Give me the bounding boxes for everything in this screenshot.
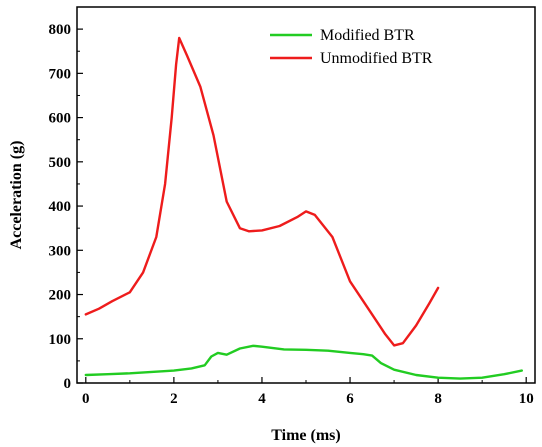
x-axis-title: Time (ms) [271, 427, 340, 444]
legend: Modified BTR Unmodified BTR [270, 27, 433, 67]
x-tick-label: 10 [519, 391, 534, 407]
x-tick-label: 4 [258, 391, 266, 407]
y-tick-label: 800 [49, 22, 72, 38]
plot-frame [76, 6, 536, 384]
series-line-1 [84, 36, 440, 347]
y-tick-label: 200 [49, 288, 72, 304]
y-tick-label: 300 [49, 243, 72, 259]
x-tick-label: 2 [170, 391, 178, 407]
legend-label-modified: Modified BTR [320, 27, 415, 44]
y-tick-label: 400 [49, 199, 72, 215]
y-tick-label: 700 [49, 66, 72, 82]
series-layer [84, 36, 523, 380]
x-tick-label: 0 [82, 391, 90, 407]
y-tick-label: 100 [49, 332, 72, 348]
x-tick-label: 8 [434, 391, 442, 407]
y-tick-label: 0 [64, 376, 72, 392]
y-tick-label: 500 [49, 155, 72, 171]
y-axis-ticks: 0 100 200 300 400 500 600 700 800 [49, 22, 83, 392]
series-line-0 [84, 344, 523, 380]
x-tick-label: 6 [346, 391, 354, 407]
legend-label-unmodified: Unmodified BTR [320, 50, 433, 67]
y-tick-label: 600 [49, 111, 72, 127]
x-axis-ticks: 0 2 4 6 8 10 [82, 377, 534, 407]
y-axis-title: Acceleration (g) [8, 141, 25, 250]
